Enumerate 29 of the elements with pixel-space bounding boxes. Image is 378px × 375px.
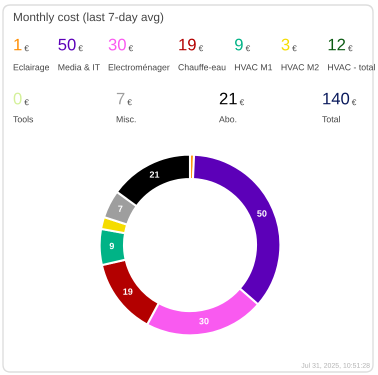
text: 7 € bbox=[116, 92, 132, 106]
text: 50 € bbox=[58, 38, 83, 52]
text: 12 € bbox=[328, 38, 353, 52]
text: 3 € bbox=[282, 38, 297, 52]
category-label: Abo. bbox=[219, 116, 236, 122]
text: 19 € bbox=[179, 38, 204, 52]
text: 1 € bbox=[14, 38, 29, 52]
category-label: Electroménager bbox=[108, 64, 170, 72]
category-label: HVAC - total bbox=[328, 64, 375, 70]
text: Monthly cost (last 7-day avg) bbox=[14, 12, 164, 24]
data-label: 19 bbox=[123, 288, 132, 295]
category-label: Misc. bbox=[116, 116, 136, 122]
text: 9 € bbox=[235, 38, 250, 52]
category-label: Eclairage bbox=[14, 64, 50, 72]
data-label: 30 bbox=[199, 318, 209, 324]
category-label: Chauffe-eau bbox=[178, 64, 226, 70]
text: 21 € bbox=[220, 92, 244, 106]
category-label: Total bbox=[322, 116, 340, 122]
category-label: Media & IT bbox=[58, 64, 100, 70]
text: 0 € bbox=[14, 92, 29, 106]
data-label: 50 bbox=[257, 210, 267, 217]
text: 140€ bbox=[323, 92, 356, 106]
category-label: HVAC M1 bbox=[234, 64, 272, 70]
text: 30 € bbox=[108, 38, 134, 52]
category-label: Tools bbox=[13, 116, 34, 122]
data-label: 7 bbox=[118, 206, 122, 212]
category-label: HVAC M2 bbox=[282, 64, 319, 70]
data-label: 9 bbox=[110, 242, 114, 250]
data-label: 21 bbox=[150, 171, 160, 178]
